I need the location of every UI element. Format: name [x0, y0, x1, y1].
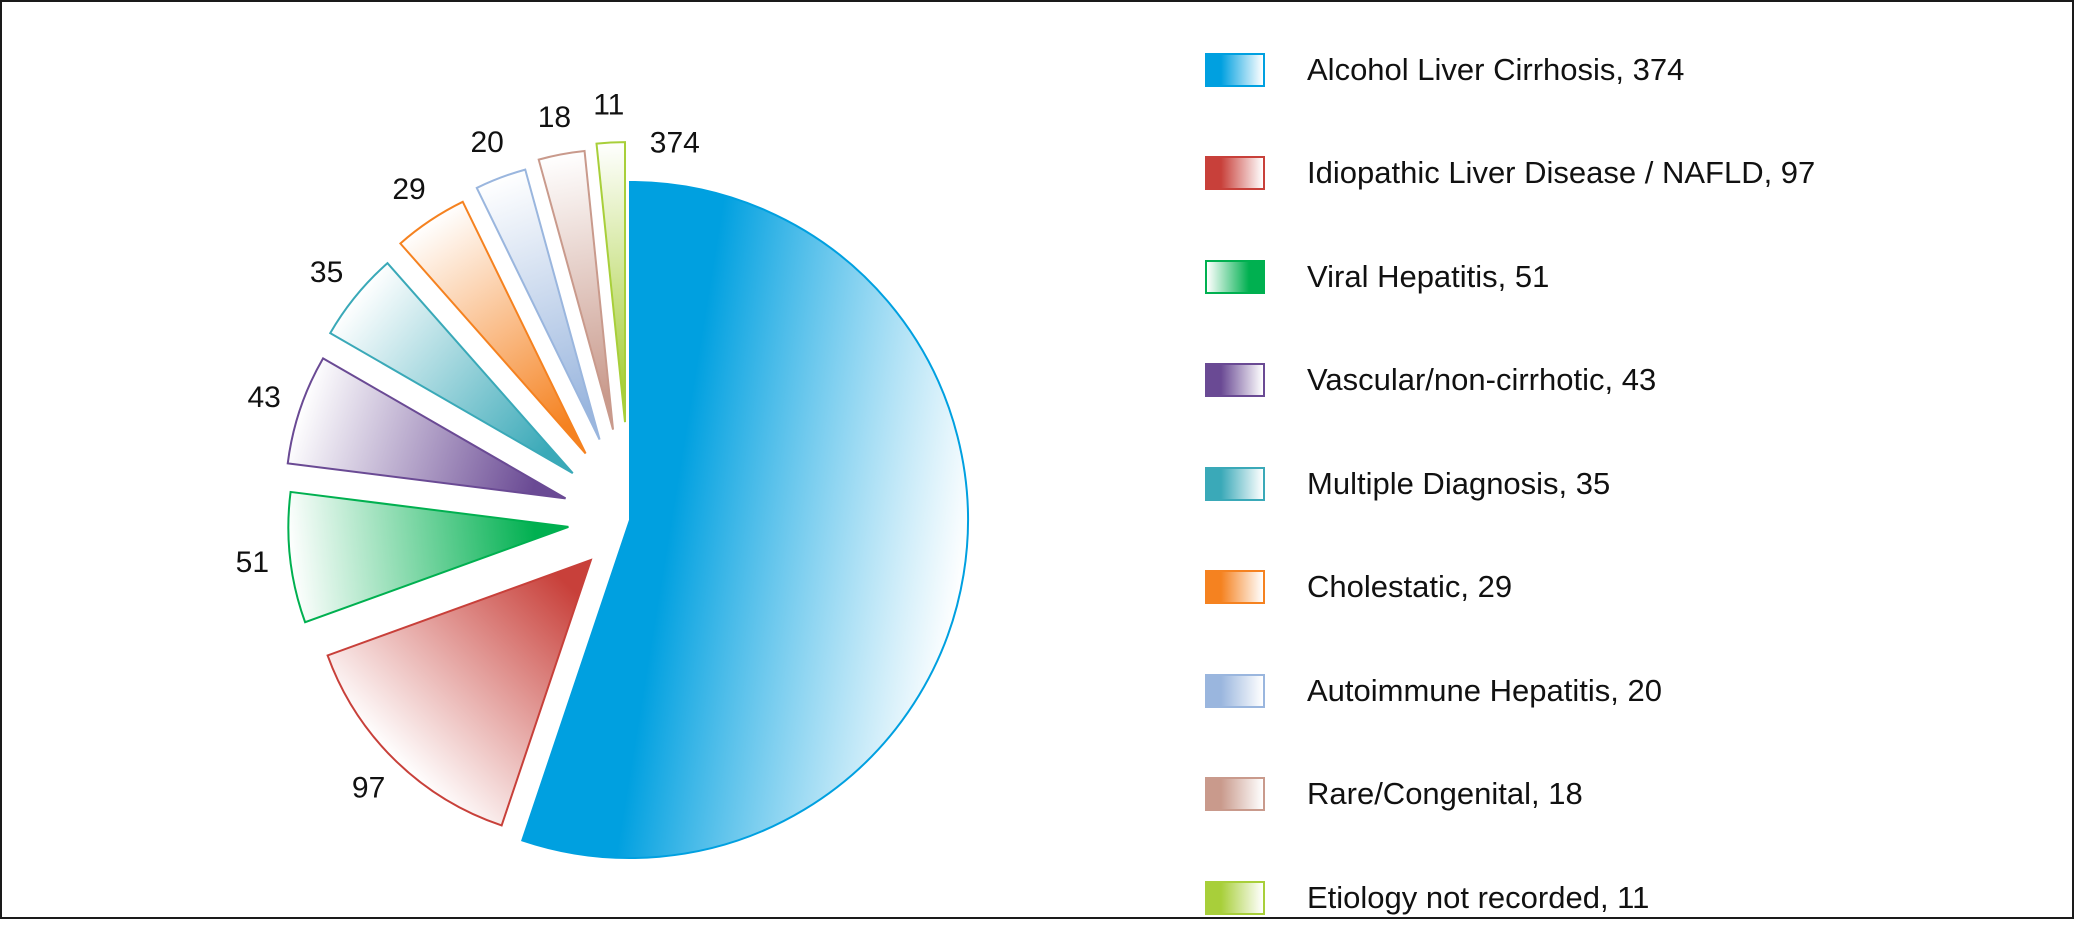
data-label-multiple-diagnosis: 35	[310, 256, 343, 289]
legend-label-viral-hepatitis: Viral Hepatitis, 51	[1307, 258, 1550, 294]
legend-item-multiple-diagnosis: Multiple Diagnosis, 35	[1205, 432, 2045, 536]
pie-slice-idiopathic-liver-disease-nafld	[326, 558, 593, 827]
pie-slice-vascular-non-cirrhotic	[286, 356, 567, 500]
data-label-etiology-not-recorded: 11	[593, 89, 624, 122]
legend-item-viral-hepatitis: Viral Hepatitis, 51	[1205, 225, 2045, 329]
pie-chart: 374 97 51 43 35 29 20 18 11	[236, 89, 969, 859]
data-label-cholestatic: 29	[392, 173, 425, 206]
pie-slice-multiple-diagnosis	[328, 261, 574, 475]
data-label-idiopathic-liver-disease-nafld: 97	[352, 772, 385, 805]
legend-label-rare-congenital: Rare/Congenital, 18	[1307, 776, 1583, 812]
legend-swatch-viral-hepatitis	[1205, 259, 1265, 294]
legend-item-rare-congenital: Rare/Congenital, 18	[1205, 743, 2045, 847]
pie-slice-etiology-not-recorded	[595, 141, 627, 423]
data-label-vascular-non-cirrhotic: 43	[247, 381, 280, 414]
pie-slice-rare-congenital	[537, 149, 615, 430]
legend-swatch-autoimmune-hepatitis	[1205, 673, 1265, 708]
data-label-viral-hepatitis: 51	[236, 546, 269, 579]
pie-slice-viral-hepatitis	[287, 490, 569, 624]
legend-item-vascular-non-cirrhotic: Vascular/non-cirrhotic, 43	[1205, 329, 2045, 433]
pie-data-labels: 374 97 51 43 35 29 20 18 11	[236, 89, 700, 805]
legend-swatch-idiopathic-liver-disease-nafld	[1205, 156, 1265, 191]
pie-slices	[286, 141, 969, 859]
legend-item-autoimmune-hepatitis: Autoimmune Hepatitis, 20	[1205, 639, 2045, 743]
pie-slice-autoimmune-hepatitis	[475, 168, 601, 440]
data-label-rare-congenital: 18	[538, 101, 571, 134]
legend-item-cholestatic: Cholestatic, 29	[1205, 536, 2045, 640]
data-label-alcohol-liver-cirrhosis: 374	[650, 127, 700, 160]
legend-item-alcohol-liver-cirrhosis: Alcohol Liver Cirrhosis, 374	[1205, 18, 2045, 122]
legend-label-autoimmune-hepatitis: Autoimmune Hepatitis, 20	[1307, 672, 1662, 708]
legend-swatch-multiple-diagnosis	[1205, 466, 1265, 501]
legend-label-cholestatic: Cholestatic, 29	[1307, 569, 1513, 605]
legend-swatch-alcohol-liver-cirrhosis	[1205, 52, 1265, 87]
pie-slice-alcohol-liver-cirrhosis	[521, 180, 969, 859]
legend-swatch-cholestatic	[1205, 570, 1265, 605]
pie-slice-cholestatic	[398, 200, 587, 455]
data-label-autoimmune-hepatitis: 20	[470, 126, 503, 159]
legend-item-etiology-not-recorded: Etiology not recorded, 11	[1205, 846, 2045, 950]
legend-label-etiology-not-recorded: Etiology not recorded, 11	[1307, 879, 1650, 915]
legend-label-multiple-diagnosis: Multiple Diagnosis, 35	[1307, 465, 1611, 501]
legend-item-idiopathic-liver-disease-nafld: Idiopathic Liver Disease / NAFLD, 97	[1205, 122, 2045, 226]
legend-label-alcohol-liver-cirrhosis: Alcohol Liver Cirrhosis, 374	[1307, 51, 1685, 87]
legend-label-idiopathic-liver-disease-nafld: Idiopathic Liver Disease / NAFLD, 97	[1307, 155, 1816, 191]
legend-label-vascular-non-cirrhotic: Vascular/non-cirrhotic, 43	[1307, 362, 1657, 398]
chart-legend: Alcohol Liver Cirrhosis, 374 Idiopathic L…	[1205, 18, 2045, 950]
legend-swatch-rare-congenital	[1205, 777, 1265, 812]
legend-swatch-etiology-not-recorded	[1205, 880, 1265, 915]
legend-swatch-vascular-non-cirrhotic	[1205, 363, 1265, 398]
